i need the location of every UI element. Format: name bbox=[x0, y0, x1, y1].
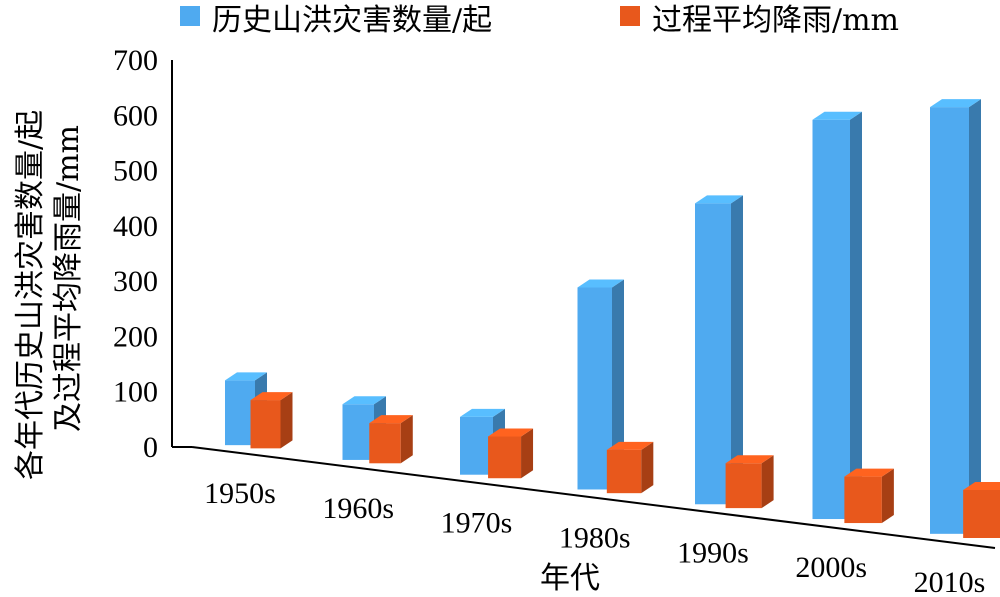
bar-flood-2010s-side bbox=[969, 99, 981, 534]
bar-flood-2000s-top bbox=[812, 111, 862, 120]
x-axis-line bbox=[191, 446, 996, 549]
bar-rain-2000s-front bbox=[844, 476, 882, 524]
bars bbox=[225, 99, 1000, 538]
axes bbox=[171, 60, 996, 549]
bar-flood-1970s-front bbox=[460, 416, 493, 475]
x-categories: 1950s 1960s 1970s 1980s 1990s 2000s 2010s bbox=[204, 477, 985, 597]
bar-rain-1980s-side bbox=[641, 441, 654, 494]
bar-rain-1980s-top bbox=[606, 441, 654, 450]
y-axis-title-line2: 及过程平均降雨量/mm bbox=[51, 125, 86, 432]
bar-rain-1970s-front bbox=[488, 436, 522, 479]
bar-rain-2000s bbox=[844, 468, 894, 524]
legend-swatch-rainfall bbox=[620, 6, 640, 26]
bar-rain-1960s-front bbox=[369, 423, 401, 464]
bar-flood-1980s bbox=[577, 279, 624, 490]
bar-rain-2010s bbox=[963, 481, 1000, 538]
y-tick-label: 100 bbox=[113, 376, 158, 409]
bar-flood-1950s-top bbox=[225, 372, 267, 381]
bar-rain-1950s bbox=[250, 392, 293, 449]
bar-rain-1970s-top bbox=[488, 428, 534, 437]
bar-rain-1980s-front bbox=[606, 449, 642, 494]
bar-flood-1960s-front bbox=[342, 404, 374, 460]
bar-rain-1950s-front bbox=[250, 400, 281, 449]
bar-flood-2010s bbox=[930, 99, 981, 534]
y-tick-label: 200 bbox=[113, 320, 158, 353]
bar-rain-1970s bbox=[488, 428, 534, 479]
y-tick-label: 300 bbox=[113, 265, 158, 298]
bar-flood-2010s-top bbox=[930, 99, 981, 108]
bar-flood-1960s bbox=[342, 396, 386, 460]
bar-flood-1980s-side bbox=[612, 279, 624, 490]
bar-rain-1950s-side bbox=[280, 392, 293, 449]
bar-rain-1970s-side bbox=[521, 428, 534, 479]
legend-label-rainfall: 过程平均降雨/mm bbox=[652, 3, 899, 38]
bar-rain-1960s bbox=[369, 415, 413, 464]
bar-flood-2000s bbox=[812, 111, 862, 520]
bar-rain-1980s bbox=[606, 441, 654, 494]
bar-rain-1960s-side bbox=[400, 415, 413, 464]
y-tick-label: 700 bbox=[113, 44, 158, 77]
bar-rain-2000s-side bbox=[881, 468, 894, 524]
bar-flood-1960s-top bbox=[342, 396, 386, 405]
bar-flood-1990s-front bbox=[695, 203, 731, 505]
y-tick-label: 0 bbox=[143, 431, 158, 464]
x-tick-label: 1950s bbox=[204, 477, 276, 510]
bar-flood-1990s bbox=[695, 195, 743, 505]
bar-flood-1990s-top bbox=[695, 195, 743, 204]
x-axis-title: 年代 bbox=[540, 561, 600, 596]
bar-rain-2010s-front bbox=[963, 489, 1000, 538]
bar-flood-1980s-front bbox=[577, 287, 612, 490]
bar-rain-2010s-top bbox=[963, 481, 1000, 490]
x-tick-label: 1970s bbox=[441, 507, 513, 540]
y-tick-label: 500 bbox=[113, 155, 158, 188]
bar-flood-2010s-front bbox=[930, 107, 969, 534]
legend: 历史山洪灾害数量/起 过程平均降雨/mm bbox=[180, 3, 899, 38]
legend-swatch-flood-count bbox=[180, 6, 200, 26]
bar-flood-1990s-side bbox=[731, 195, 743, 505]
bar-rain-2000s-top bbox=[844, 468, 894, 477]
x-tick-label: 1980s bbox=[559, 521, 631, 554]
y-tick-label: 600 bbox=[113, 99, 158, 132]
bar-rain-1990s-side bbox=[761, 455, 774, 509]
x-tick-label: 2000s bbox=[795, 551, 867, 584]
bar-rain-1990s-top bbox=[725, 455, 774, 464]
bar-rain-1990s bbox=[725, 455, 774, 509]
bar-flood-1980s-top bbox=[577, 279, 624, 288]
x-tick-label: 1960s bbox=[322, 492, 394, 525]
bar-rain-1960s-top bbox=[369, 415, 413, 424]
y-ticks: 0 100 200 300 400 500 600 700 bbox=[113, 44, 158, 464]
bar-flood-1950s-front bbox=[225, 380, 255, 446]
y-axis-title-line1: 各年代历史山洪灾害数量/起 bbox=[13, 110, 48, 480]
bar-flood-1970s-top bbox=[460, 408, 505, 417]
x-tick-label: 2010s bbox=[914, 566, 986, 597]
bar-flood-2000s-front bbox=[812, 119, 850, 520]
bar-flood-2000s-side bbox=[850, 111, 862, 520]
bar-rain-1950s-top bbox=[250, 392, 293, 401]
legend-label-flood-count: 历史山洪灾害数量/起 bbox=[212, 3, 492, 38]
x-tick-label: 1990s bbox=[677, 536, 749, 569]
y-tick-label: 400 bbox=[113, 210, 158, 243]
bar-rain-1990s-front bbox=[725, 463, 762, 509]
